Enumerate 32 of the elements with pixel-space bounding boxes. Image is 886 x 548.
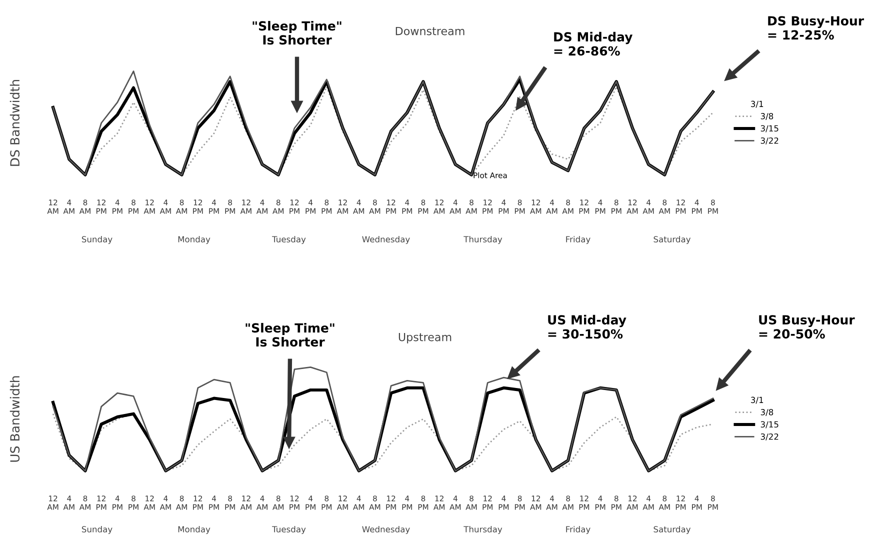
text: Tuesday	[272, 236, 306, 244]
legend-title: 3/1	[751, 396, 764, 404]
text: Tuesday	[272, 526, 306, 534]
text: Sunday	[82, 526, 112, 534]
text: Sunday	[82, 236, 112, 244]
legend-label: 3/8	[760, 113, 774, 120]
text: Friday	[566, 236, 590, 244]
text: Wednesday	[362, 236, 410, 244]
text: DS Mid-day = 26-86%	[554, 32, 633, 56]
text: Thursday	[464, 526, 502, 534]
legend-label: 3/8	[760, 409, 774, 416]
text: Thursday	[464, 236, 502, 244]
text: Saturday	[654, 236, 691, 244]
text: Friday	[566, 526, 590, 534]
text: DS Busy-Hour = 12-25%	[768, 16, 864, 40]
legend-label: 3/22	[760, 433, 778, 440]
text: "Sleep Time" Is Shorter	[246, 322, 334, 347]
chart-title: Upstream	[398, 332, 452, 344]
y-axis-title: US Bandwidth	[10, 376, 20, 462]
text: Wednesday	[362, 526, 410, 534]
chart-title: Downstream	[396, 26, 464, 36]
legend-label: 3/15	[760, 125, 778, 132]
legend-label: 3/15	[760, 421, 778, 428]
text: "Sleep Time" Is Shorter	[252, 20, 342, 45]
legend-label: 3/22	[760, 137, 778, 144]
text: Saturday	[654, 526, 691, 534]
text: Monday	[178, 526, 210, 534]
text: Monday	[178, 236, 210, 244]
text: US Mid-day = 30-150%	[548, 314, 626, 339]
legend-title: 3/1	[751, 100, 764, 108]
y-axis-title: DS Bandwidth	[10, 80, 20, 166]
text: US Busy-Hour = 20-50%	[759, 315, 855, 339]
